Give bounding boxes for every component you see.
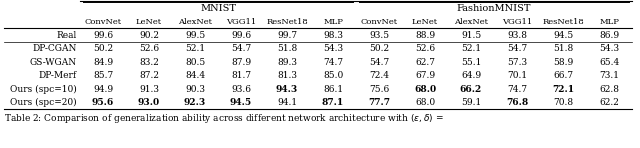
Text: 91.5: 91.5 <box>461 31 481 40</box>
Text: 72.1: 72.1 <box>552 85 574 94</box>
Text: MNIST: MNIST <box>200 4 236 13</box>
Text: 62.7: 62.7 <box>415 58 435 67</box>
Text: 85.7: 85.7 <box>93 71 113 80</box>
Text: 99.6: 99.6 <box>231 31 251 40</box>
Text: 81.3: 81.3 <box>277 71 297 80</box>
Text: VGG11: VGG11 <box>226 18 256 26</box>
Text: Ours (spc=20): Ours (spc=20) <box>10 98 77 107</box>
Text: 94.9: 94.9 <box>93 85 113 94</box>
Text: ConvNet: ConvNet <box>360 18 397 26</box>
Text: 50.2: 50.2 <box>93 44 113 53</box>
Text: 76.8: 76.8 <box>506 98 528 107</box>
Text: 86.9: 86.9 <box>599 31 619 40</box>
Text: MLP: MLP <box>323 18 343 26</box>
Text: FashionMNIST: FashionMNIST <box>457 4 531 13</box>
Text: Ours (spc=10): Ours (spc=10) <box>10 85 77 94</box>
Text: 51.8: 51.8 <box>553 44 573 53</box>
Text: 77.7: 77.7 <box>368 98 390 107</box>
Text: 62.2: 62.2 <box>599 98 619 107</box>
Text: 85.0: 85.0 <box>323 71 343 80</box>
Text: 68.0: 68.0 <box>415 98 435 107</box>
Text: 87.9: 87.9 <box>231 58 251 67</box>
Text: 80.5: 80.5 <box>185 58 205 67</box>
Text: LeNet: LeNet <box>412 18 438 26</box>
Text: 62.8: 62.8 <box>599 85 619 94</box>
Text: 54.3: 54.3 <box>323 44 343 53</box>
Text: VGG11: VGG11 <box>502 18 532 26</box>
Text: 99.6: 99.6 <box>93 31 113 40</box>
Text: 87.2: 87.2 <box>139 71 159 80</box>
Text: 65.4: 65.4 <box>599 58 619 67</box>
Text: 52.1: 52.1 <box>185 44 205 53</box>
Text: 87.1: 87.1 <box>322 98 344 107</box>
Text: 84.9: 84.9 <box>93 58 113 67</box>
Text: 92.3: 92.3 <box>184 98 206 107</box>
Text: 94.3: 94.3 <box>276 85 298 94</box>
Text: 57.3: 57.3 <box>507 58 527 67</box>
Text: LeNet: LeNet <box>136 18 162 26</box>
Text: Table 2: Comparison of generalization ability across different network architect: Table 2: Comparison of generalization ab… <box>4 112 444 125</box>
Text: 84.4: 84.4 <box>185 71 205 80</box>
Text: 66.2: 66.2 <box>460 85 482 94</box>
Text: 58.9: 58.9 <box>553 58 573 67</box>
Text: DP-CGAN: DP-CGAN <box>33 44 77 53</box>
Text: 75.6: 75.6 <box>369 85 389 94</box>
Text: 94.5: 94.5 <box>230 98 252 107</box>
Text: 66.7: 66.7 <box>553 71 573 80</box>
Text: GS-WGAN: GS-WGAN <box>30 58 77 67</box>
Text: 73.1: 73.1 <box>599 71 619 80</box>
Text: 93.5: 93.5 <box>369 31 389 40</box>
Text: 67.9: 67.9 <box>415 71 435 80</box>
Text: 86.1: 86.1 <box>323 85 343 94</box>
Text: 93.0: 93.0 <box>138 98 160 107</box>
Text: 93.6: 93.6 <box>231 85 251 94</box>
Text: 54.7: 54.7 <box>231 44 251 53</box>
Text: 94.5: 94.5 <box>553 31 573 40</box>
Text: 54.3: 54.3 <box>599 44 619 53</box>
Text: 64.9: 64.9 <box>461 71 481 80</box>
Text: ConvNet: ConvNet <box>84 18 122 26</box>
Text: 51.8: 51.8 <box>277 44 297 53</box>
Text: 83.2: 83.2 <box>139 58 159 67</box>
Text: 70.1: 70.1 <box>507 71 527 80</box>
Text: Real: Real <box>57 31 77 40</box>
Text: 59.1: 59.1 <box>461 98 481 107</box>
Text: 89.3: 89.3 <box>277 58 297 67</box>
Text: 99.7: 99.7 <box>277 31 297 40</box>
Text: 95.6: 95.6 <box>92 98 114 107</box>
Text: 52.6: 52.6 <box>139 44 159 53</box>
Text: 52.6: 52.6 <box>415 44 435 53</box>
Text: 68.0: 68.0 <box>414 85 436 94</box>
Text: 90.3: 90.3 <box>185 85 205 94</box>
Text: AlexNet: AlexNet <box>178 18 212 26</box>
Text: ResNet18: ResNet18 <box>266 18 308 26</box>
Text: 93.8: 93.8 <box>507 31 527 40</box>
Text: AlexNet: AlexNet <box>454 18 488 26</box>
Text: 90.2: 90.2 <box>139 31 159 40</box>
Text: 50.2: 50.2 <box>369 44 389 53</box>
Text: 52.1: 52.1 <box>461 44 481 53</box>
Text: 81.7: 81.7 <box>231 71 251 80</box>
Text: ResNet18: ResNet18 <box>542 18 584 26</box>
Text: 99.5: 99.5 <box>185 31 205 40</box>
Text: 91.3: 91.3 <box>139 85 159 94</box>
Text: 70.8: 70.8 <box>553 98 573 107</box>
Text: 88.9: 88.9 <box>415 31 435 40</box>
Text: 98.3: 98.3 <box>323 31 343 40</box>
Text: 54.7: 54.7 <box>507 44 527 53</box>
Text: 72.4: 72.4 <box>369 71 389 80</box>
Text: 94.1: 94.1 <box>277 98 297 107</box>
Text: DP-Merf: DP-Merf <box>39 71 77 80</box>
Text: MLP: MLP <box>599 18 619 26</box>
Text: 55.1: 55.1 <box>461 58 481 67</box>
Text: 74.7: 74.7 <box>323 58 343 67</box>
Text: 74.7: 74.7 <box>507 85 527 94</box>
Text: 54.7: 54.7 <box>369 58 389 67</box>
